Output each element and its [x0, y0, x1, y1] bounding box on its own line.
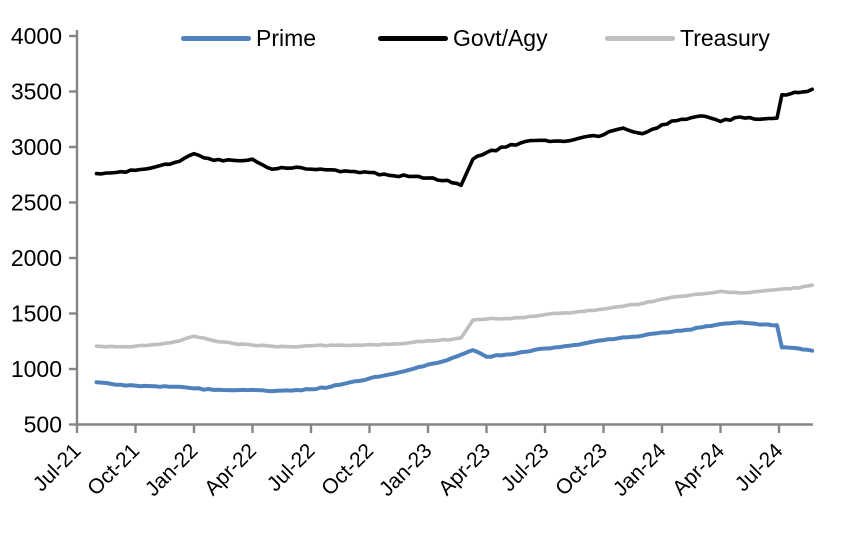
- y-tick-label: 1000: [11, 356, 62, 382]
- y-tick-label: 3500: [11, 79, 62, 105]
- legend-label-prime: Prime: [256, 24, 317, 51]
- prime-line-swatch: [181, 35, 251, 41]
- y-tick-label: 2500: [11, 190, 62, 216]
- x-tick-label: Oct-23: [551, 439, 612, 500]
- legend-label-govt-agy: Govt/Agy: [453, 24, 548, 51]
- x-tick-label: Jul-21: [29, 439, 86, 496]
- legend-item-prime: Prime: [181, 24, 316, 52]
- x-tick-label: Apr-22: [200, 439, 261, 500]
- y-tick-label: 1500: [11, 301, 62, 327]
- x-tick-label: Apr-24: [668, 439, 729, 500]
- legend-item-govt-agy: Govt/Agy: [378, 24, 548, 52]
- series-line-prime: [94, 320, 815, 394]
- x-tick-label: Jan-24: [609, 439, 671, 501]
- x-tick-label: Jul-22: [263, 439, 320, 496]
- legend: Prime Govt/Agy Treasury: [0, 24, 852, 52]
- series-line-treasury: [94, 283, 814, 349]
- axis-lines: [75, 30, 813, 426]
- x-tick-label: Jul-23: [497, 439, 554, 496]
- x-tick-label: Jan-23: [375, 439, 437, 501]
- legend-label-treasury: Treasury: [680, 24, 770, 51]
- x-tick-label: Jan-22: [141, 439, 203, 501]
- x-tick-label: Jul-24: [731, 439, 788, 496]
- y-tick-label: 3000: [11, 134, 62, 160]
- x-tick-label: Oct-21: [83, 439, 144, 500]
- x-tick-label: Apr-23: [434, 439, 495, 500]
- legend-item-treasury: Treasury: [605, 24, 770, 52]
- y-tick-label: 500: [24, 412, 62, 438]
- x-tick-label: Oct-22: [317, 439, 378, 500]
- series-line-govt-agy: [94, 87, 814, 188]
- govt-agy-line-swatch: [378, 35, 448, 41]
- treasury-line-swatch: [605, 35, 675, 41]
- y-tick-label: 4000: [11, 23, 62, 49]
- y-tick-label: 2000: [11, 245, 62, 271]
